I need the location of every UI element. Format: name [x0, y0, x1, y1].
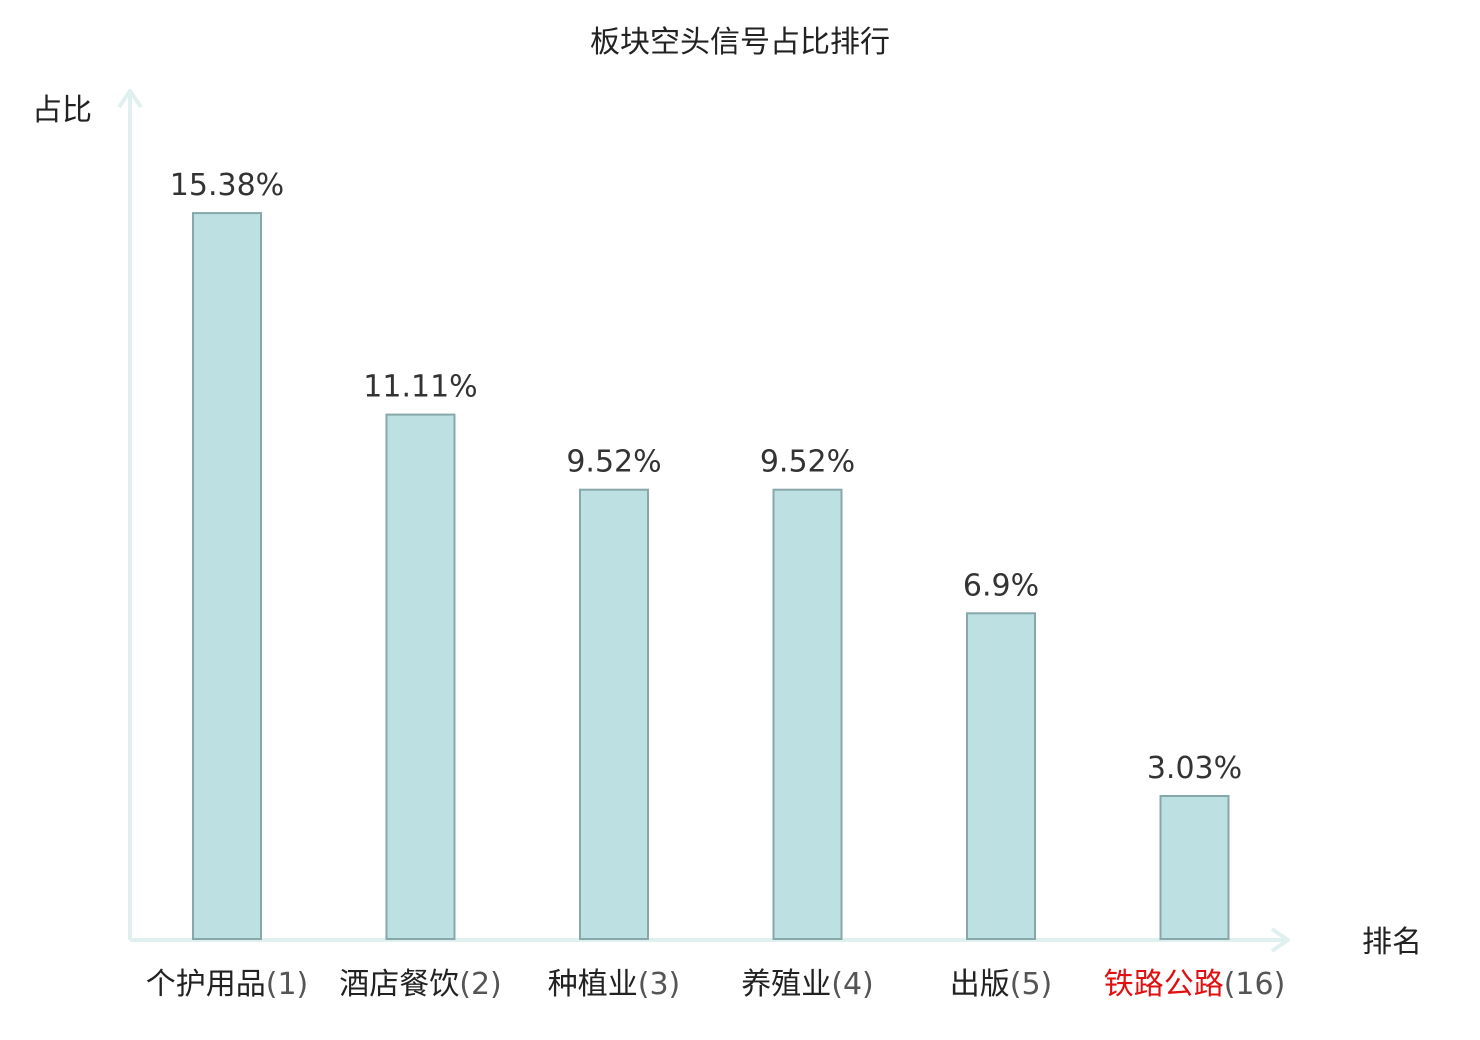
x-axis-label: 排名 [1362, 925, 1422, 960]
x-tick-label: 种植业(3) [548, 967, 681, 1002]
bar-value-label: 11.11% [363, 370, 477, 405]
x-tick-name: 铁路公路 [1104, 967, 1224, 1002]
x-tick-rank: (1) [266, 967, 309, 1002]
y-axis-arrow-icon [117, 89, 143, 109]
bar-value-label: 15.38% [170, 168, 284, 203]
x-tick-label: 养殖业(4) [741, 967, 874, 1002]
x-tick-name: 出版 [950, 967, 1010, 1002]
bar [192, 212, 262, 941]
y-axis-label: 占比 [32, 93, 92, 128]
bar [385, 413, 456, 941]
x-tick-label: 铁路公路(16) [1104, 967, 1286, 1002]
bar-group: 15.38% 个护用品(1) 11.11% 酒店餐饮(2) 9.52% 种植业(3) 9.5… [146, 168, 1286, 1002]
bar-value-label: 9.52% [760, 445, 855, 480]
x-tick-name: 养殖业 [741, 967, 831, 1002]
x-tick-rank: (4) [831, 967, 874, 1002]
x-tick-rank: (3) [638, 967, 681, 1002]
x-tick-name: 个护用品 [146, 967, 266, 1002]
bar-value-label: 6.9% [963, 568, 1039, 603]
bar [966, 612, 1036, 940]
x-tick-name: 酒店餐饮 [339, 967, 459, 1002]
x-axis-arrow-icon [1270, 927, 1290, 953]
x-tick-rank: (16) [1224, 967, 1286, 1002]
x-tick-rank: (2) [459, 967, 502, 1002]
x-tick-label: 酒店餐饮(2) [339, 967, 502, 1002]
bar-value-label: 3.03% [1147, 751, 1242, 786]
x-tick-label: 出版(5) [950, 967, 1053, 1002]
bar [579, 488, 649, 940]
x-tick-name: 种植业 [548, 967, 638, 1002]
bar [772, 488, 843, 940]
bar [1159, 795, 1230, 940]
x-tick-label: 个护用品(1) [146, 967, 309, 1002]
bar-value-label: 9.52% [566, 445, 661, 480]
chart-title: 板块空头信号占比排行 [590, 25, 890, 60]
x-tick-rank: (5) [1010, 967, 1053, 1002]
